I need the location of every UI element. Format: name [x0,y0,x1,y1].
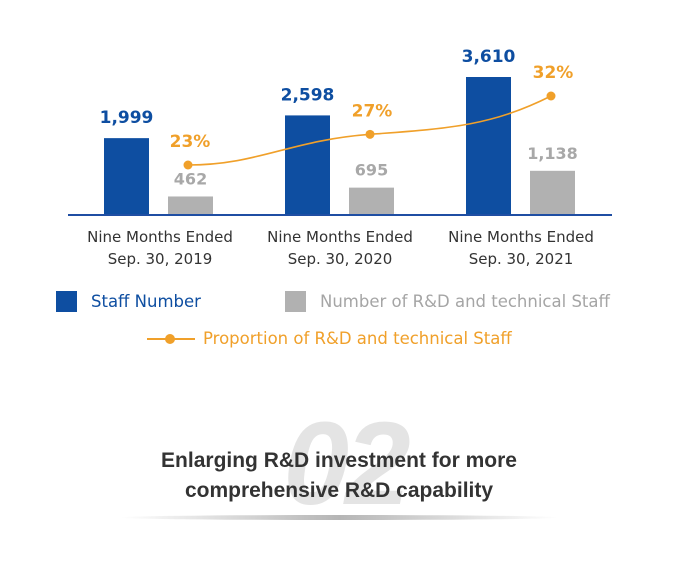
data-label-rd-staff: 1,138 [527,144,578,163]
category-label-line1: Nine Months Ended [448,228,594,246]
legend-label: Number of R&D and technical Staff [320,292,610,311]
legend-item-rd-proportion: Proportion of R&D and technical Staff [147,329,512,348]
legend-swatch-gray [285,291,306,312]
point-rd-proportion [546,91,556,101]
point-rd-proportion [183,160,193,170]
data-label-rd-staff: 695 [355,161,388,180]
caption: Enlarging R&D investment for more compre… [100,446,578,506]
category-label-2021: Nine Months Ended Sep. 30, 2021 [431,226,611,270]
data-label-staff-number: 3,610 [462,47,516,67]
bar-rd-staff [349,187,394,214]
category-label-2019: Nine Months Ended Sep. 30, 2019 [70,226,250,270]
bar-staff-number [466,77,511,214]
bar-rd-staff [168,196,213,214]
legend-item-staff-number: Staff Number [56,291,201,312]
decorative-section-number: 02 [283,398,410,530]
legend-label: Proportion of R&D and technical Staff [203,329,512,348]
category-label-line2: Sep. 30, 2021 [468,250,574,268]
category-label-line1: Nine Months Ended [87,228,233,246]
point-rd-proportion [365,129,375,139]
caption-line1: Enlarging R&D investment for more [161,449,517,472]
category-label-line2: Sep. 30, 2020 [287,250,393,268]
legend-line-marker [147,332,195,346]
category-label-2020: Nine Months Ended Sep. 30, 2020 [250,226,430,270]
legend-swatch-blue [56,291,77,312]
category-label-line1: Nine Months Ended [267,228,413,246]
data-label-staff-number: 2,598 [281,85,335,105]
data-label-rd-proportion: 32% [533,63,574,83]
bar-staff-number [285,115,330,214]
bar-rd-staff [530,170,575,214]
legend-label: Staff Number [91,292,201,311]
data-label-staff-number: 1,999 [100,108,154,128]
caption-underline-shadow [120,515,558,520]
category-label-line2: Sep. 30, 2019 [107,250,213,268]
bar-staff-number [104,138,149,214]
chart-plot: 1,999 462 2,598 695 3,610 1,138 23% 27% 32% [68,47,612,216]
data-label-rd-proportion: 27% [352,101,393,121]
legend-item-rd-staff: Number of R&D and technical Staff [285,291,610,312]
caption-line2: comprehensive R&D capability [184,479,494,502]
data-label-rd-staff: 462 [174,169,207,188]
data-label-rd-proportion: 23% [170,132,211,152]
